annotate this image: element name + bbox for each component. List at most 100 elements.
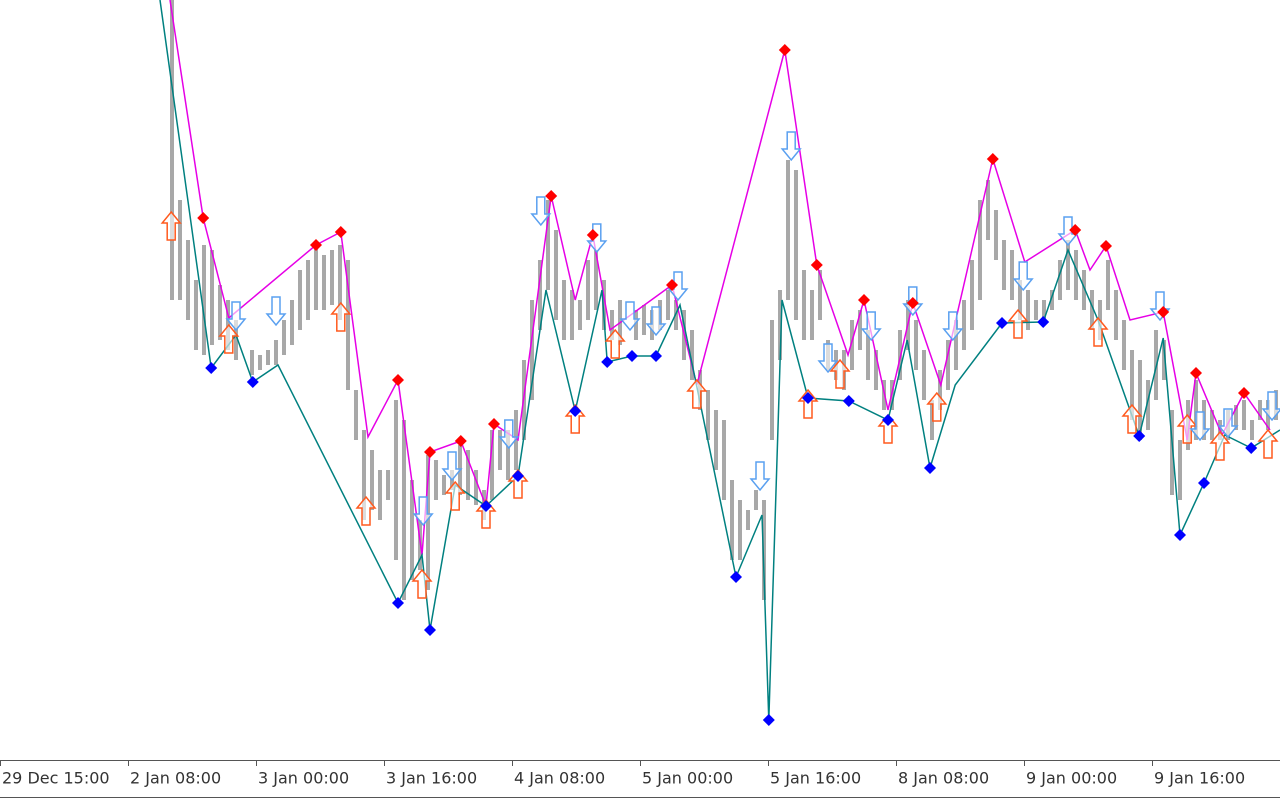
candle [1122,320,1126,370]
candle [810,290,814,340]
candle [466,450,470,500]
pivot-marker [842,395,855,407]
pivot-marker [1100,240,1112,252]
candle [538,260,542,330]
pivot-marker [197,212,210,224]
pivot-marker [1190,367,1202,379]
candle [490,430,494,500]
candle [346,260,350,390]
candle [1042,300,1046,320]
pivot-marker [626,350,638,362]
candle [562,280,566,340]
candle [1090,290,1094,330]
plot-area [159,0,1280,726]
candle [530,300,534,400]
pivot-marker [882,414,894,426]
signal-arrow [667,271,689,302]
candle [586,260,590,320]
pivot-marker [996,317,1008,329]
signal-arrow [444,480,466,511]
pivot-marker [454,435,467,447]
candle [602,280,606,330]
candle [746,510,750,530]
candle [1242,400,1246,430]
candle [874,350,878,390]
candle [290,300,294,345]
candle [634,310,638,340]
candle [354,390,358,440]
x-tick-label: 3 Jan 00:00 [258,769,349,788]
candle [770,320,774,440]
candle [1194,380,1198,440]
pivot-marker [1238,387,1250,399]
signal-arrow [604,328,626,359]
candle [850,320,854,370]
pivot-marker [488,418,500,430]
candle [234,320,238,360]
signal-arrow [877,413,899,444]
candle [378,470,382,520]
signal-arrow [860,311,882,342]
candle [1210,410,1214,440]
candle [1250,420,1254,440]
candle [1082,270,1086,310]
candle [922,350,926,400]
signal-arrow [1261,391,1280,422]
candle [594,250,598,310]
pivot-marker [924,462,936,474]
x-tick-label: 8 Jan 08:00 [898,769,989,788]
candle [298,270,302,330]
x-tick-label: 2 Jan 08:00 [130,769,221,788]
pivot-marker [906,297,919,309]
candle [962,300,966,350]
candle [498,430,502,470]
candle [914,320,918,370]
candle [410,480,414,580]
signal-arrow [749,461,771,492]
candle [802,270,806,340]
candle [818,270,822,320]
pivot-marker [424,446,436,458]
signal-arrow [1189,411,1211,442]
candle [330,250,334,305]
signal-arrow [160,210,182,241]
pivot-marker [730,571,742,583]
candle [1130,350,1134,420]
candle [954,320,958,370]
pivot-marker [778,44,791,56]
candle [170,0,174,300]
candle [1162,340,1166,380]
candle [642,305,646,335]
candle [546,200,550,290]
signal-arrow [817,343,839,374]
pivot-marker [762,714,775,726]
pivot-marker [586,229,599,241]
candle [794,170,798,320]
signal-arrow [1087,316,1109,347]
candle [1178,440,1182,500]
candle [314,245,318,310]
pivot-marker [334,226,347,238]
signal-arrow [619,301,641,332]
candle [1138,360,1142,440]
candle [370,450,374,510]
signal-arrow [1217,408,1239,439]
candle [738,500,742,560]
signal-arrow [498,419,520,450]
candle [994,210,998,260]
pivot-marker [1198,477,1210,489]
signal-arrow [1209,430,1231,461]
candle [706,390,710,440]
candle [1034,300,1038,320]
candle [938,370,942,410]
candle [1050,290,1054,310]
signal-arrow [411,568,433,599]
candle [666,290,670,320]
candle [306,260,310,320]
candle [434,460,438,500]
signal-arrow [942,311,964,342]
pivot-marker [601,356,614,368]
signal-arrow [1007,308,1029,339]
pivot-marker [1174,529,1186,541]
